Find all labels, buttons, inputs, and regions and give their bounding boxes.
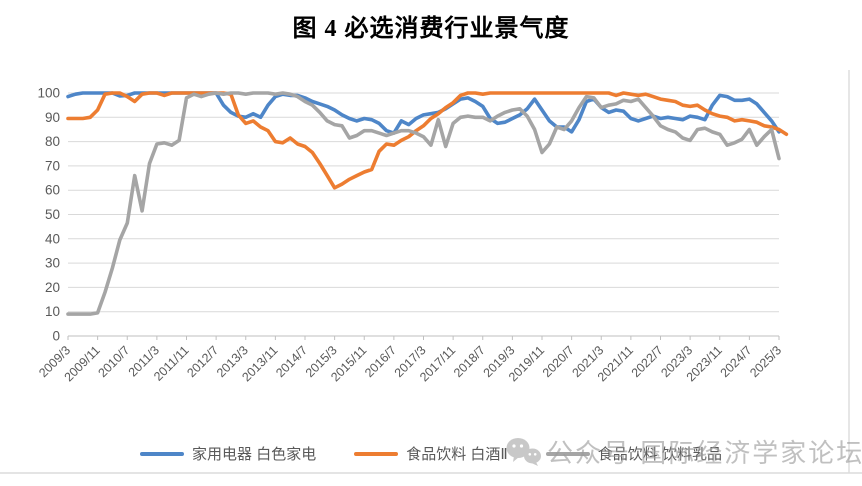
x-tick-label: 2024/7 <box>718 343 755 380</box>
x-tick-label: 2020/7 <box>540 343 577 380</box>
legend-item: 家用电器 白色家电 <box>140 443 316 464</box>
y-tick-label: 80 <box>45 134 60 149</box>
x-axis-labels: 2009/32009/112010/72011/32011/112012/720… <box>36 343 784 384</box>
y-tick-label: 50 <box>45 207 60 222</box>
y-tick-label: 70 <box>45 158 60 173</box>
y-tick-label: 10 <box>45 304 60 319</box>
chart-title: 图 4 必选消费行业景气度 <box>292 16 570 42</box>
x-axis <box>67 335 780 340</box>
legend-line-marker <box>354 451 399 456</box>
x-tick-label: 2022/7 <box>629 343 666 380</box>
series-line <box>66 91 789 190</box>
legend-label: 食品饮料 饮料乳品 <box>597 446 722 463</box>
y-tick-label: 0 <box>52 329 60 344</box>
legend-label: 家用电器 白色家电 <box>192 446 317 463</box>
y-tick-label: 90 <box>45 110 60 125</box>
x-tick-label: 2010/7 <box>95 343 132 380</box>
y-axis-labels: 0 10 20 30 40 50 60 70 80 90 100 <box>37 86 60 344</box>
x-tick-label: 2018/7 <box>451 343 488 380</box>
legend-line-marker <box>140 451 185 456</box>
chart-legend: 家用电器 白色家电 食品饮料 白酒Ⅱ 食品饮料 饮料乳品 <box>0 443 862 464</box>
legend-item: 食品饮料 白酒Ⅱ <box>354 443 508 464</box>
legend-line-marker <box>545 451 590 456</box>
x-tick-label: 2014/7 <box>273 343 310 380</box>
y-tick-label: 30 <box>45 256 60 271</box>
gridlines <box>68 92 779 313</box>
x-tick-label: 2016/7 <box>362 343 399 380</box>
x-tick-label: 2012/7 <box>184 343 221 380</box>
y-tick-label: 20 <box>45 280 60 295</box>
y-tick-label: 100 <box>37 86 60 101</box>
series-line <box>66 91 781 316</box>
y-tick-label: 60 <box>45 183 60 198</box>
x-tick-label: 2025/3 <box>747 343 784 380</box>
legend-item: 食品饮料 饮料乳品 <box>545 443 722 464</box>
y-tick-label: 40 <box>45 231 60 246</box>
legend-label: 食品饮料 白酒Ⅱ <box>406 446 508 463</box>
